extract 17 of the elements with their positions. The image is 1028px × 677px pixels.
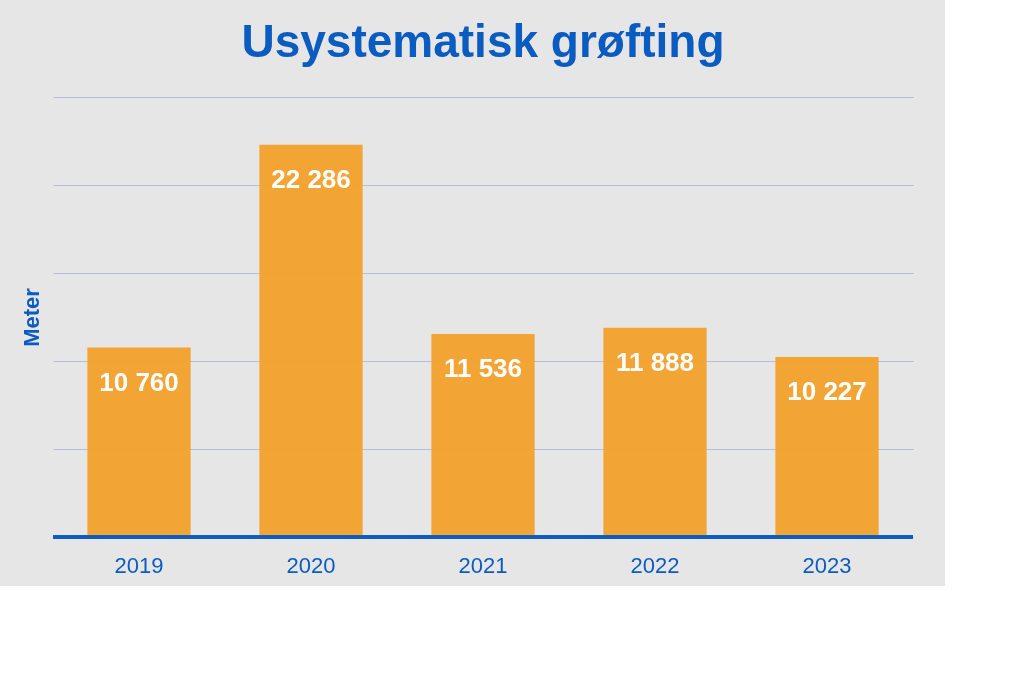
x-tick-label: 2020 (286, 552, 336, 578)
data-label: 10 227 (787, 376, 867, 406)
data-label: 10 760 (99, 366, 179, 397)
data-label: 11 888 (615, 346, 695, 377)
bar (259, 144, 363, 537)
y-axis-title: Meter (18, 287, 44, 347)
bar (431, 333, 535, 537)
x-tick-label: 2023 (802, 552, 852, 578)
data-label: 11 536 (443, 352, 523, 383)
bar (775, 357, 879, 537)
x-tick-label: 2019 (114, 552, 164, 578)
x-tick-label: 2021 (458, 552, 508, 578)
bar (603, 327, 707, 537)
x-tick-label: 2022 (630, 552, 680, 578)
chart-title: Usystematisk grøfting (241, 15, 725, 67)
data-label: 22 286 (271, 163, 351, 194)
bar (87, 347, 191, 537)
